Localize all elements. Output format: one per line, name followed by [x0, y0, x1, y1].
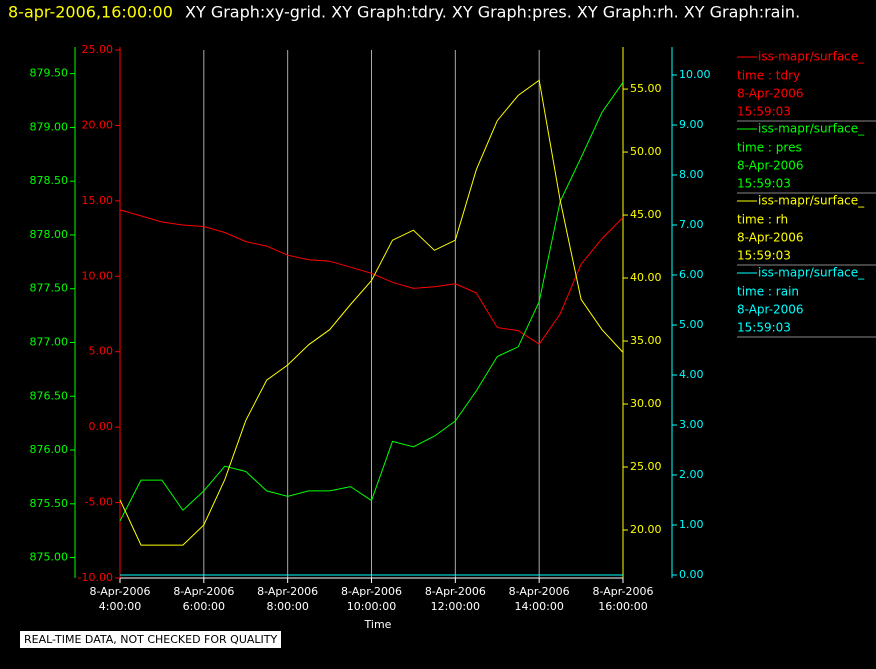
- y-tick-label: 50.00: [630, 145, 662, 158]
- y-tick-label: 35.00: [630, 334, 662, 347]
- y-tick-label: 879.50: [30, 67, 69, 80]
- y-tick-label: 3.00: [679, 418, 704, 431]
- y-tick-label: 25.00: [82, 43, 114, 56]
- legend-detail: time : pres: [737, 141, 802, 155]
- y-tick-label: 45.00: [630, 208, 662, 221]
- x-tick-label: 8-Apr-2006 12:00:00: [424, 585, 486, 613]
- y-tick-label: 876.00: [30, 443, 69, 456]
- y-tick-label: 878.50: [30, 174, 69, 187]
- y-tick-label: -10.00: [78, 571, 113, 584]
- y-tick-label: 0.00: [89, 420, 114, 433]
- y-tick-label: 30.00: [630, 397, 662, 410]
- legend-detail: 8-Apr-2006: [737, 87, 804, 101]
- series-line: [119, 79, 624, 546]
- y-tick-label: 877.50: [30, 282, 69, 295]
- legend-label: iss-mapr/surface_: [758, 50, 865, 64]
- series-line: [119, 209, 624, 345]
- chart-subtitle: XY Graph:xy-grid. XY Graph:tdry. XY Grap…: [185, 3, 800, 22]
- y-tick-label: 8.00: [679, 168, 704, 181]
- legend-detail: 8-Apr-2006: [737, 303, 804, 317]
- y-tick-label: 875.00: [30, 551, 69, 564]
- x-tick-label: 8-Apr-2006 6:00:00: [173, 585, 235, 613]
- y-tick-label: 878.00: [30, 228, 69, 241]
- y-tick-label: 1.00: [679, 518, 704, 531]
- legend-detail: time : rain: [737, 285, 799, 299]
- y-tick-label: 4.00: [679, 368, 704, 381]
- y-tick-label: 879.00: [30, 120, 69, 133]
- y-tick-label: 0.00: [679, 568, 704, 581]
- y-tick-label: 40.00: [630, 271, 662, 284]
- y-tick-label: 5.00: [679, 318, 704, 331]
- y-tick-label: 10.00: [82, 269, 114, 282]
- x-tick-label: 8-Apr-2006 14:00:00: [508, 585, 570, 613]
- x-tick-label: 8-Apr-2006 8:00:00: [257, 585, 319, 613]
- chart-title: 8-apr-2006,16:00:00: [8, 3, 173, 22]
- y-tick-label: 55.00: [630, 82, 662, 95]
- legend-detail: time : rh: [737, 213, 788, 227]
- legend-detail: 15:59:03: [737, 177, 791, 191]
- y-tick-label: 875.50: [30, 497, 69, 510]
- y-tick-label: 6.00: [679, 268, 704, 281]
- legend-detail: 15:59:03: [737, 321, 791, 335]
- y-tick-label: 7.00: [679, 218, 704, 231]
- y-tick-label: 20.00: [630, 523, 662, 536]
- legend-detail: 15:59:03: [737, 249, 791, 263]
- y-tick-label: 2.00: [679, 468, 704, 481]
- y-tick-label: 877.00: [30, 335, 69, 348]
- y-tick-label: 5.00: [89, 345, 114, 358]
- y-tick-label: 25.00: [630, 460, 662, 473]
- legend-label: iss-mapr/surface_: [758, 122, 865, 136]
- y-tick-label: -5.00: [85, 496, 113, 509]
- quality-note: REAL-TIME DATA, NOT CHECKED FOR QUALITY: [20, 631, 282, 648]
- legend-detail: time : tdry: [737, 69, 800, 83]
- y-tick-label: 10.00: [679, 68, 711, 81]
- y-tick-label: 876.50: [30, 389, 69, 402]
- y-tick-label: 20.00: [82, 118, 114, 131]
- legend-label: iss-mapr/surface_: [758, 266, 865, 280]
- legend-detail: 15:59:03: [737, 105, 791, 119]
- x-axis-label: Time: [364, 618, 392, 631]
- legend-detail: 8-Apr-2006: [737, 159, 804, 173]
- x-tick-label: 8-Apr-2006 16:00:00: [592, 585, 654, 613]
- x-tick-label: 8-Apr-2006 10:00:00: [340, 585, 402, 613]
- series-line: [119, 82, 624, 522]
- legend-detail: 8-Apr-2006: [737, 231, 804, 245]
- y-tick-label: 9.00: [679, 118, 704, 131]
- x-tick-label: 8-Apr-2006 4:00:00: [89, 585, 151, 613]
- y-tick-label: 15.00: [82, 194, 114, 207]
- legend-label: iss-mapr/surface_: [758, 194, 865, 208]
